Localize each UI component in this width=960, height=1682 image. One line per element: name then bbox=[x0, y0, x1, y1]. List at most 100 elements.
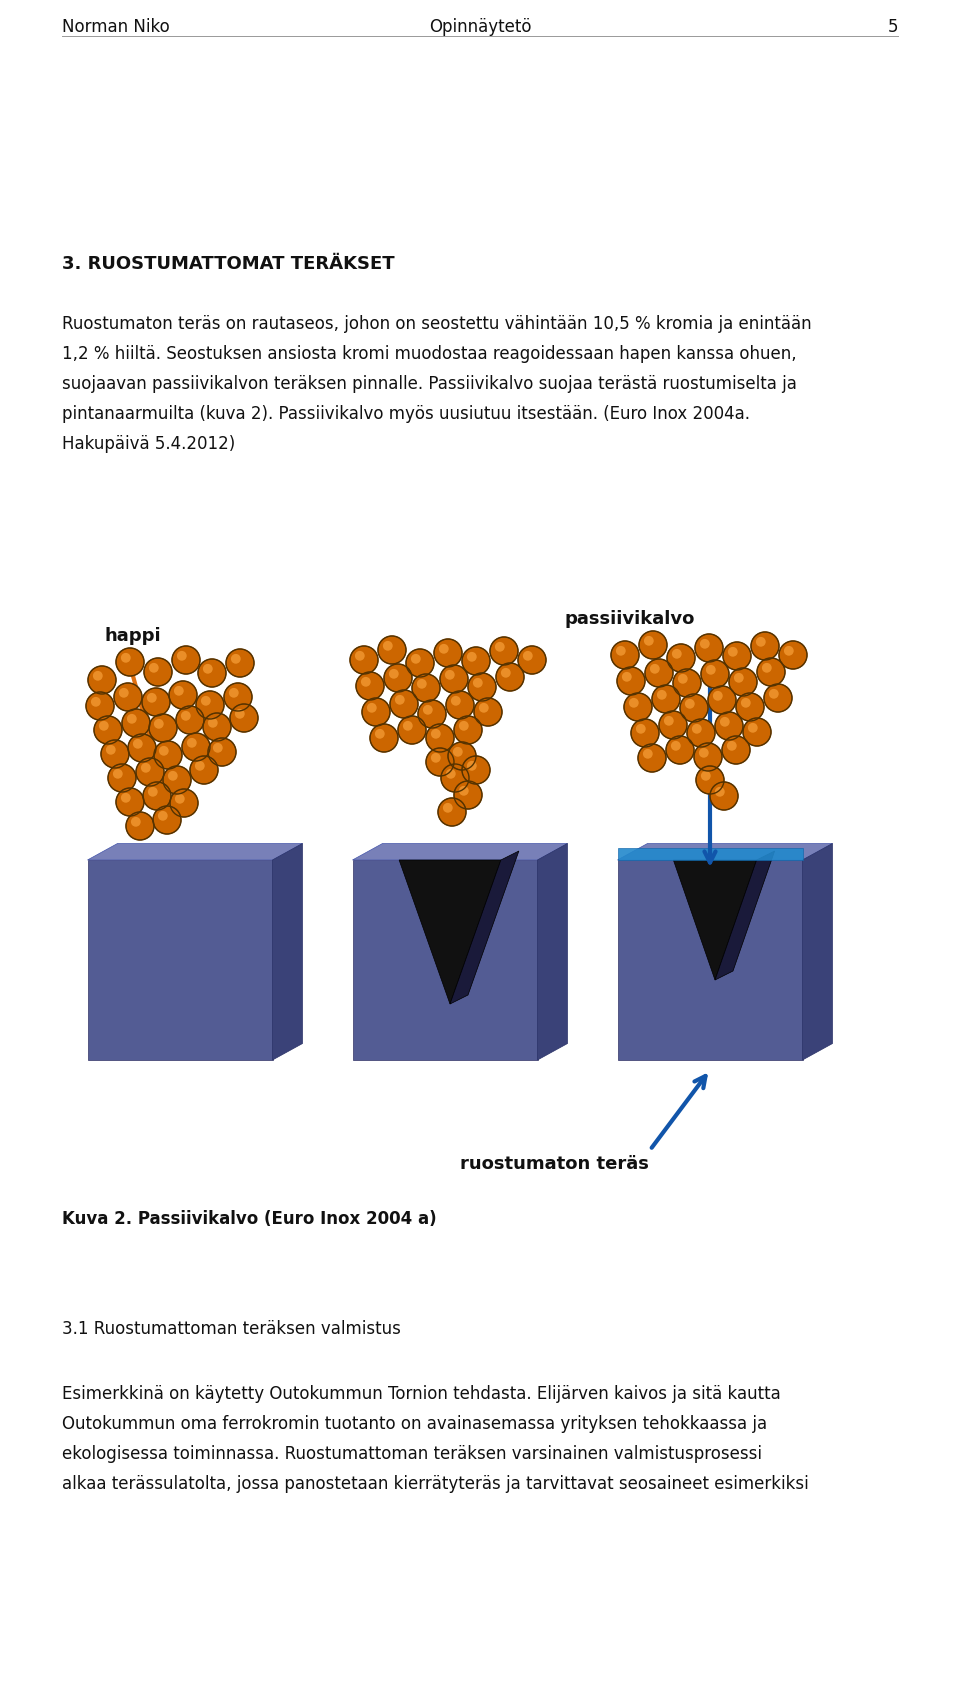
Circle shape bbox=[172, 646, 200, 674]
Polygon shape bbox=[673, 860, 756, 981]
Polygon shape bbox=[617, 860, 803, 1060]
Circle shape bbox=[101, 740, 129, 769]
Circle shape bbox=[230, 705, 258, 732]
Circle shape bbox=[650, 664, 660, 674]
Circle shape bbox=[723, 643, 751, 669]
Circle shape bbox=[728, 648, 737, 656]
Polygon shape bbox=[87, 860, 273, 1060]
Circle shape bbox=[756, 637, 766, 646]
Circle shape bbox=[523, 651, 533, 661]
Circle shape bbox=[444, 669, 455, 680]
Circle shape bbox=[143, 782, 171, 811]
Circle shape bbox=[694, 743, 722, 770]
Circle shape bbox=[176, 706, 204, 733]
Text: ruostumaton teräs: ruostumaton teräs bbox=[460, 1156, 649, 1172]
Circle shape bbox=[94, 717, 122, 743]
Circle shape bbox=[131, 817, 141, 826]
Polygon shape bbox=[273, 843, 302, 1060]
Circle shape bbox=[418, 700, 446, 728]
Circle shape bbox=[88, 666, 116, 695]
Polygon shape bbox=[803, 843, 832, 1060]
Circle shape bbox=[468, 673, 496, 701]
Circle shape bbox=[113, 769, 123, 779]
Text: ekologisessa toiminnassa. Ruostumattoman teräksen varsinainen valmistusprosessi: ekologisessa toiminnassa. Ruostumattoman… bbox=[62, 1445, 762, 1463]
Circle shape bbox=[441, 764, 469, 792]
Circle shape bbox=[201, 696, 210, 706]
Circle shape bbox=[154, 742, 182, 769]
Circle shape bbox=[99, 722, 108, 730]
Circle shape bbox=[144, 658, 172, 686]
Circle shape bbox=[644, 636, 654, 646]
Circle shape bbox=[729, 668, 757, 696]
Circle shape bbox=[362, 698, 390, 727]
Circle shape bbox=[378, 636, 406, 664]
Circle shape bbox=[203, 713, 231, 742]
Circle shape bbox=[235, 708, 245, 718]
Text: happi: happi bbox=[105, 627, 161, 644]
Circle shape bbox=[678, 674, 687, 683]
Text: 5: 5 bbox=[887, 19, 898, 35]
Circle shape bbox=[370, 723, 398, 752]
Circle shape bbox=[367, 703, 376, 713]
Circle shape bbox=[448, 742, 476, 770]
Circle shape bbox=[395, 695, 405, 705]
Circle shape bbox=[434, 639, 462, 668]
Circle shape bbox=[389, 669, 398, 680]
Circle shape bbox=[208, 738, 236, 765]
Circle shape bbox=[398, 717, 426, 743]
Circle shape bbox=[751, 632, 779, 659]
Circle shape bbox=[412, 674, 440, 701]
Circle shape bbox=[748, 723, 757, 733]
Circle shape bbox=[122, 710, 150, 737]
Circle shape bbox=[231, 654, 241, 664]
Circle shape bbox=[762, 663, 772, 673]
Circle shape bbox=[116, 787, 144, 816]
Circle shape bbox=[467, 760, 477, 770]
Circle shape bbox=[177, 651, 186, 661]
Circle shape bbox=[195, 760, 204, 770]
Circle shape bbox=[93, 671, 103, 681]
Circle shape bbox=[384, 664, 412, 691]
Circle shape bbox=[121, 792, 131, 802]
Circle shape bbox=[659, 711, 687, 738]
Text: suojaavan passiivikalvon teräksen pinnalle. Passiivikalvo suojaa terästä ruostum: suojaavan passiivikalvon teräksen pinnal… bbox=[62, 375, 797, 394]
Circle shape bbox=[426, 723, 454, 752]
Circle shape bbox=[114, 683, 142, 711]
Text: Outokummun oma ferrokromin tuotanto on avainasemassa yrityksen tehokkaassa ja: Outokummun oma ferrokromin tuotanto on a… bbox=[62, 1415, 767, 1433]
Circle shape bbox=[149, 713, 177, 742]
Circle shape bbox=[657, 690, 666, 700]
Circle shape bbox=[91, 696, 101, 706]
Circle shape bbox=[611, 641, 639, 669]
Text: 1,2 % hiiltä. Seostuksen ansiosta kromi muodostaa reagoidessaan hapen kanssa ohu: 1,2 % hiiltä. Seostuksen ansiosta kromi … bbox=[62, 345, 797, 363]
Circle shape bbox=[168, 770, 178, 780]
Circle shape bbox=[757, 658, 785, 686]
Circle shape bbox=[462, 648, 490, 674]
Circle shape bbox=[701, 770, 710, 780]
Circle shape bbox=[119, 688, 129, 698]
Circle shape bbox=[141, 764, 151, 772]
Circle shape bbox=[727, 740, 736, 750]
Text: Esimerkkinä on käytetty Outokummun Tornion tehdasta. Elijärven kaivos ja sitä ka: Esimerkkinä on käytetty Outokummun Torni… bbox=[62, 1384, 780, 1403]
Circle shape bbox=[617, 668, 645, 695]
Circle shape bbox=[157, 811, 168, 821]
Circle shape bbox=[764, 685, 792, 711]
Circle shape bbox=[411, 654, 420, 664]
Circle shape bbox=[170, 789, 198, 817]
Circle shape bbox=[736, 693, 764, 722]
Circle shape bbox=[417, 680, 426, 688]
Polygon shape bbox=[617, 843, 832, 860]
Circle shape bbox=[142, 688, 170, 717]
Polygon shape bbox=[87, 843, 302, 860]
Text: alkaa terässulatolta, jossa panostetaan kierrätyteräs ja tarvittavat seosaineet : alkaa terässulatolta, jossa panostetaan … bbox=[62, 1475, 808, 1494]
Circle shape bbox=[645, 659, 673, 686]
Polygon shape bbox=[450, 851, 518, 1004]
Text: Opinnäytetö: Opinnäytetö bbox=[429, 19, 531, 35]
Circle shape bbox=[699, 748, 708, 757]
Circle shape bbox=[375, 728, 385, 738]
Circle shape bbox=[154, 718, 164, 728]
Circle shape bbox=[671, 740, 681, 750]
Circle shape bbox=[696, 765, 724, 794]
Circle shape bbox=[443, 802, 453, 812]
Circle shape bbox=[784, 646, 794, 656]
Circle shape bbox=[136, 759, 164, 785]
